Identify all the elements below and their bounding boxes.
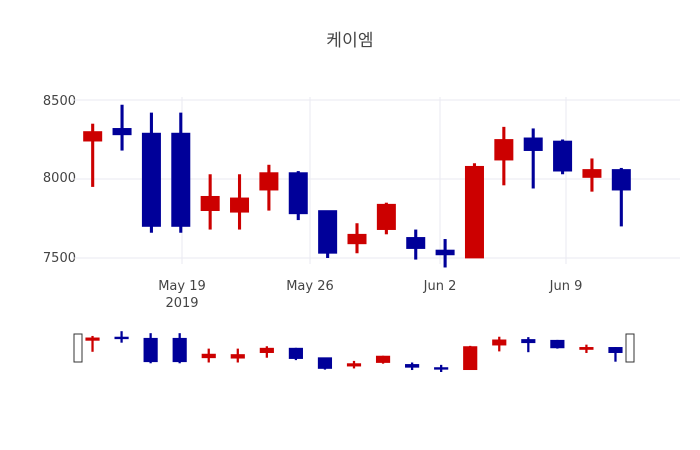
candle-body <box>523 137 543 151</box>
candle-body <box>143 337 158 363</box>
candlestick-1 <box>114 331 129 343</box>
candle-body <box>259 347 274 353</box>
candlestick-13 <box>463 345 478 371</box>
x-axis-tick-may-19-line1: May 19 <box>158 279 206 294</box>
candle-body <box>464 165 484 259</box>
rangeslider[interactable] <box>73 331 635 372</box>
candlestick-15 <box>523 128 543 189</box>
candlestick-12 <box>434 364 449 372</box>
candle-body <box>259 172 279 191</box>
x-axis-tick-jun-9-line1: Jun 9 <box>549 279 583 294</box>
candlestick-12 <box>435 239 455 268</box>
candle-body <box>85 337 100 341</box>
candle-body <box>288 347 303 359</box>
x-axis-tick-may-19-line2: 2019 <box>165 296 199 311</box>
candle-body <box>230 197 250 213</box>
candlestick-14 <box>494 126 514 186</box>
candlestick-1 <box>112 104 132 151</box>
candlestick-8 <box>317 357 333 370</box>
candlestick-6 <box>259 346 274 358</box>
candlestick-5 <box>230 348 245 363</box>
candlestick-3 <box>171 112 191 233</box>
candle-series <box>83 104 631 268</box>
candlestick-15 <box>521 337 536 353</box>
candle-body <box>463 346 478 371</box>
candle-body <box>494 139 514 161</box>
rangeslider-handle-left[interactable] <box>73 333 83 363</box>
candlestick-10 <box>375 355 391 364</box>
candlestick-18 <box>611 167 631 227</box>
x-axis-tick-jun-2: Jun 2 <box>385 278 495 295</box>
candlestick-5 <box>230 174 250 230</box>
candle-body <box>230 354 245 359</box>
y-axis-tick-8500: 8500 <box>42 94 76 109</box>
x-axis-tick-may-26: May 26 <box>255 278 365 295</box>
candle-body <box>114 336 129 340</box>
candle-body <box>611 169 631 191</box>
candle-body <box>200 195 220 212</box>
candle-body <box>141 132 161 227</box>
candlestick-10 <box>376 202 396 235</box>
x-axis-tick-may-19: May 19 2019 <box>127 278 237 312</box>
y-axis-tick-7500: 7500 <box>42 251 76 266</box>
candle-body <box>435 249 455 256</box>
candlestick-18 <box>608 347 623 362</box>
candlestick-0 <box>83 123 103 187</box>
candlestick-7 <box>288 347 303 361</box>
x-axis-tick-jun-9: Jun 9 <box>511 278 621 295</box>
candlestick-16 <box>553 139 573 175</box>
candlestick-9 <box>346 360 362 369</box>
candle-body <box>521 339 536 344</box>
rangeslider-handle-right[interactable] <box>625 333 635 363</box>
candle-body <box>346 363 362 367</box>
candle-body <box>347 233 367 245</box>
candlestick-14 <box>492 336 507 352</box>
candlestick-4 <box>201 348 216 363</box>
candle-body <box>406 237 426 249</box>
candle-body <box>434 367 449 370</box>
candlestick-8 <box>318 210 338 258</box>
candle-body <box>405 364 420 368</box>
candle-body <box>375 355 391 363</box>
candle-body <box>608 347 623 353</box>
candlestick-6 <box>259 164 279 211</box>
candlestick-16 <box>550 339 565 349</box>
y-axis-tick-8000: 8000 <box>42 171 76 186</box>
candlestick-13 <box>464 163 484 259</box>
candle-body <box>550 339 565 349</box>
x-axis-tick-may-26-line1: May 26 <box>286 279 334 294</box>
candle-body <box>492 339 507 346</box>
candlestick-11 <box>406 229 426 260</box>
candlestick-4 <box>200 174 220 230</box>
candlestick-17 <box>582 158 602 192</box>
candle-body <box>172 337 187 363</box>
candle-body <box>317 357 333 369</box>
candle-body <box>579 347 594 350</box>
candlestick-0 <box>85 335 100 352</box>
gridlines <box>72 97 680 264</box>
candle-body <box>201 353 216 359</box>
candlestick-3 <box>172 333 187 364</box>
candle-body <box>288 172 308 215</box>
candlestick-11 <box>405 362 420 371</box>
candle-body <box>376 203 396 230</box>
candlestick-7 <box>288 171 308 221</box>
candle-body <box>112 128 132 136</box>
candle-body <box>553 140 573 172</box>
candlestick-17 <box>579 344 594 353</box>
candle-body <box>582 169 602 178</box>
candle-body <box>83 131 103 142</box>
x-axis-tick-jun-2-line1: Jun 2 <box>423 279 457 294</box>
candle-body <box>171 132 191 227</box>
candle-body <box>318 210 338 254</box>
chart-title: 케이엠 <box>326 31 374 51</box>
candlestick-2 <box>143 333 158 364</box>
candlestick-9 <box>347 223 367 254</box>
candlestick-2 <box>141 112 161 233</box>
